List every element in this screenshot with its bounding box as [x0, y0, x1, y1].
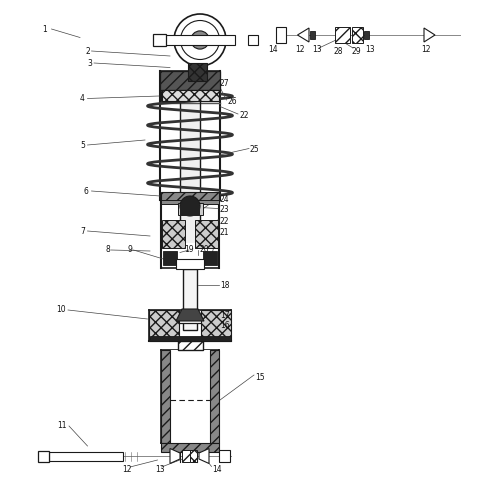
Polygon shape	[199, 448, 209, 464]
Bar	[160, 71, 220, 90]
Bar	[183, 269, 197, 330]
Bar	[335, 28, 350, 42]
Bar	[195, 220, 218, 248]
Bar	[178, 202, 203, 215]
Circle shape	[180, 20, 220, 59]
Text: 12: 12	[295, 44, 304, 54]
Text: 26: 26	[228, 96, 237, 106]
Text: 12: 12	[421, 44, 430, 54]
Bar	[201, 310, 231, 341]
Circle shape	[180, 196, 200, 216]
Bar	[161, 350, 170, 442]
Bar	[178, 341, 203, 350]
Text: 2: 2	[85, 46, 90, 56]
Polygon shape	[170, 448, 180, 464]
Circle shape	[191, 31, 209, 49]
Circle shape	[174, 14, 226, 66]
Bar	[161, 192, 219, 201]
Text: 13: 13	[155, 464, 164, 473]
Text: 13: 13	[312, 44, 322, 54]
Text: 7: 7	[80, 226, 85, 235]
Bar	[152, 34, 166, 46]
Text: 8: 8	[105, 246, 110, 254]
Bar	[190, 450, 197, 462]
Bar	[364, 32, 368, 38]
Text: 1: 1	[42, 24, 47, 34]
Text: 11: 11	[58, 422, 67, 430]
Bar	[48, 452, 122, 460]
Text: 16: 16	[220, 322, 230, 330]
Bar	[150, 336, 230, 341]
Text: 23: 23	[219, 206, 228, 214]
Bar	[38, 450, 48, 462]
Text: 22: 22	[219, 216, 228, 226]
Text: 20: 20	[200, 246, 209, 254]
Bar	[219, 450, 230, 462]
Bar	[162, 220, 185, 248]
Bar	[163, 251, 177, 265]
Bar	[203, 251, 217, 265]
Text: 3: 3	[88, 58, 92, 68]
Text: 24: 24	[219, 194, 228, 203]
Bar	[248, 35, 258, 45]
Text: 29: 29	[351, 46, 360, 56]
Text: 17: 17	[220, 312, 230, 320]
Text: 21: 21	[219, 228, 228, 237]
Text: 28: 28	[334, 46, 344, 56]
Text: 12: 12	[122, 464, 132, 473]
Bar	[210, 350, 219, 442]
Bar	[170, 350, 210, 442]
Bar	[182, 450, 190, 462]
Text: 6: 6	[84, 186, 89, 196]
Text: 25: 25	[250, 146, 260, 154]
Text: 14: 14	[268, 44, 278, 54]
Text: 10: 10	[56, 306, 66, 314]
Text: 27: 27	[220, 79, 230, 88]
Text: 14: 14	[212, 464, 222, 473]
Bar	[162, 90, 218, 101]
Text: 4: 4	[80, 94, 85, 103]
Bar	[352, 28, 362, 42]
Text: 9: 9	[128, 246, 132, 254]
Bar	[276, 27, 286, 43]
Bar	[176, 259, 204, 269]
Bar	[188, 64, 207, 81]
Text: 15: 15	[255, 373, 264, 382]
Bar	[310, 32, 314, 38]
Text: 13: 13	[365, 44, 374, 54]
Bar	[180, 90, 200, 242]
Text: 22: 22	[239, 110, 248, 120]
Bar	[180, 206, 200, 216]
Polygon shape	[298, 28, 309, 42]
Bar	[161, 200, 219, 204]
Bar	[165, 316, 215, 322]
Polygon shape	[176, 309, 204, 321]
Bar	[165, 36, 235, 44]
Text: 18: 18	[220, 280, 230, 289]
Bar	[149, 310, 179, 341]
Text: 19: 19	[184, 246, 194, 254]
Bar	[161, 442, 219, 452]
Polygon shape	[424, 28, 435, 42]
Text: 5: 5	[80, 140, 85, 149]
Bar	[161, 91, 219, 101]
Bar	[178, 341, 203, 350]
